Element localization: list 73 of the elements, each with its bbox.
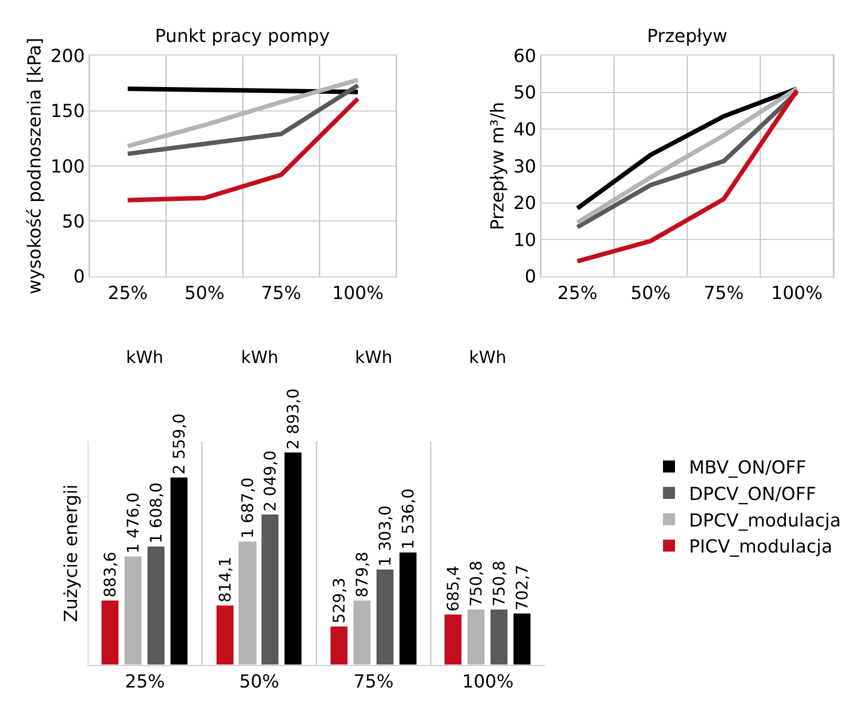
bar — [170, 478, 188, 665]
data-label: 702,7 — [512, 564, 532, 611]
data-label: 1 536,0 — [398, 488, 418, 550]
text: kWh — [469, 348, 506, 368]
legend-label: DPCV_modulacja — [689, 510, 841, 532]
y-tick-label: 200 — [50, 46, 85, 67]
data-label: 1 687,0 — [238, 477, 258, 539]
bar — [376, 570, 394, 665]
data-label: 2 559,0 — [170, 413, 189, 475]
text: kWh — [126, 348, 164, 368]
y-tick-label: 0 — [524, 266, 536, 288]
data-label: 685,4 — [444, 566, 463, 612]
bar — [124, 556, 142, 665]
y-tick-label: 0 — [73, 266, 85, 288]
y-tick-label: 40 — [513, 119, 536, 140]
x-tick-label: 50% — [630, 282, 671, 304]
y-axis-title: Przepływ m³/h — [488, 102, 509, 230]
x-tick-label: 25% — [557, 282, 598, 304]
bar — [444, 614, 462, 665]
x-tick-label: 50% — [184, 282, 224, 304]
x-tick-label: 25% — [108, 282, 148, 304]
bar — [148, 546, 165, 665]
legend-label: MBV_ON/OFF — [689, 458, 806, 478]
x-tick-label: 75% — [261, 282, 302, 304]
x-tick-label: 100% — [332, 282, 384, 304]
bar — [490, 610, 508, 665]
data-label: 814,1 — [216, 556, 235, 603]
data-label: 750,8 — [490, 560, 509, 607]
y-tick-label: 150 — [50, 101, 85, 122]
data-label: 2 893,0 — [284, 388, 303, 450]
x-tick-label: 100% — [771, 282, 823, 304]
bar — [330, 626, 348, 665]
y-tick-label: 50 — [513, 82, 536, 104]
data-label: 750,8 — [466, 560, 486, 607]
y-tick-label: 10 — [513, 230, 536, 251]
bar — [284, 452, 302, 665]
x-tick-label: 50% — [239, 672, 280, 693]
chart-title: Punkt pracy pompy — [155, 26, 330, 47]
bar — [216, 606, 234, 665]
bar — [262, 514, 279, 665]
x-tick-label: 25% — [124, 672, 165, 693]
y-axis-title: wysokość podnoszenia [kPa] — [24, 38, 46, 294]
x-tick-label: 75% — [354, 672, 394, 693]
chart-title: Przepływ — [647, 26, 728, 47]
legend-label: PICV_modulacja — [689, 536, 832, 558]
text: kWh — [241, 348, 278, 368]
y-tick-label: 50 — [62, 211, 85, 232]
y-axis-title: Zużycie energii — [60, 484, 82, 622]
x-tick-label: 100% — [462, 672, 514, 693]
data-label: 883,6 — [100, 552, 120, 598]
data-label: 1 608,0 — [146, 482, 166, 544]
bar — [400, 552, 417, 665]
bar — [354, 600, 371, 665]
data-label: 1 476,0 — [124, 492, 143, 554]
y-tick-label: 100 — [50, 156, 85, 178]
line-series — [126, 83, 360, 156]
data-label: 1 303,0 — [376, 505, 395, 567]
y-tick-label: 20 — [513, 193, 536, 214]
data-label: 2 049,0 — [260, 450, 280, 512]
data-label: 529,3 — [330, 578, 349, 624]
text: kWh — [355, 348, 392, 368]
y-tick-label: 30 — [513, 156, 536, 178]
bar — [468, 610, 485, 665]
x-tick-label: 75% — [704, 282, 744, 304]
line-series — [126, 96, 360, 202]
y-tick-label: 60 — [513, 46, 536, 67]
data-label: 879,8 — [352, 552, 372, 598]
bar — [238, 542, 257, 665]
line-series — [575, 88, 800, 264]
legend-label: DPCV_ON/OFF — [689, 484, 816, 505]
bar — [514, 614, 531, 665]
line-series — [126, 78, 360, 148]
bar — [102, 600, 119, 665]
